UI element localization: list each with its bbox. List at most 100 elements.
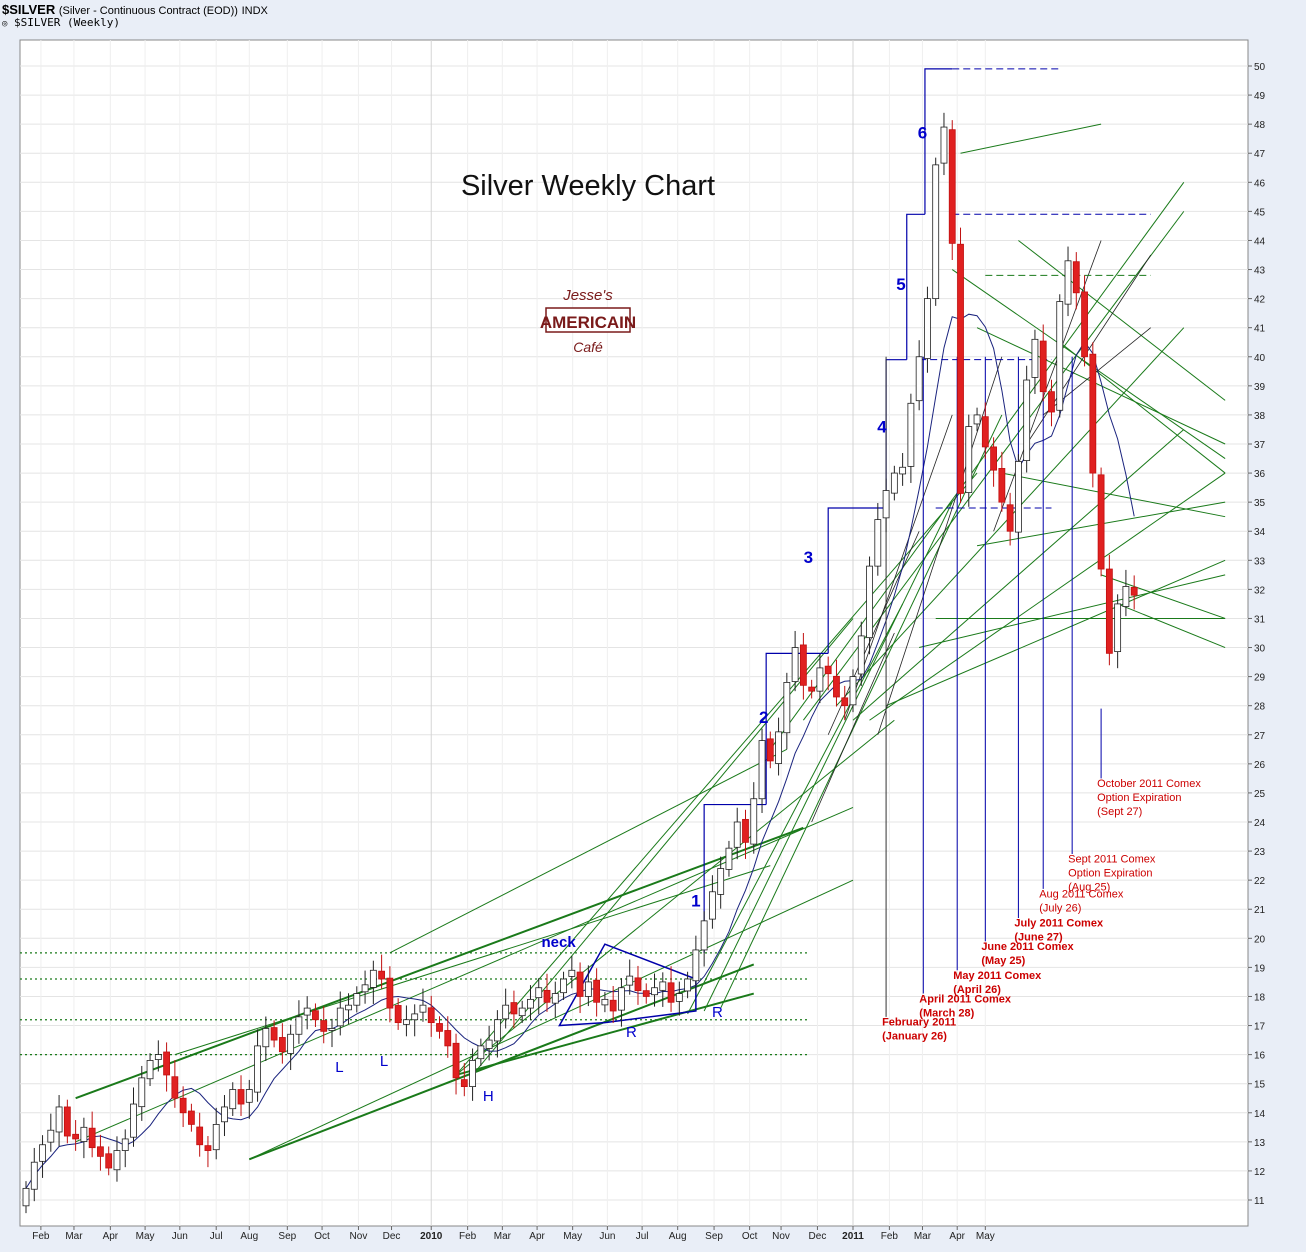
- y-tick-label: 31: [1254, 614, 1266, 625]
- y-tick-label: 45: [1254, 207, 1266, 218]
- candle-body: [775, 731, 782, 764]
- candle-body: [47, 1129, 55, 1143]
- x-tick-label: Apr: [103, 1231, 119, 1242]
- x-tick-label: Aug: [669, 1231, 687, 1242]
- y-tick-label: 23: [1254, 847, 1266, 858]
- pattern-label: L: [335, 1059, 343, 1076]
- candle-body: [750, 798, 758, 845]
- plot-area: [19, 39, 1249, 1227]
- candle-body: [460, 1079, 468, 1088]
- candle-body: [419, 1004, 427, 1013]
- candle-body: [568, 969, 576, 977]
- y-tick-label: 46: [1254, 178, 1266, 189]
- candle-body: [924, 298, 931, 359]
- y-axis: 11 12 13 14 15 16 17 18 19 20 21 22 23 24 25 26 27 28 29 30…: [1248, 62, 1266, 1207]
- expiration-label: May 2011 Comex: [953, 970, 1042, 982]
- candle-body: [278, 1037, 286, 1053]
- candle-body: [1114, 603, 1122, 653]
- candle-body: [1105, 568, 1113, 654]
- y-tick-label: 50: [1254, 62, 1266, 73]
- candle-body: [816, 667, 824, 692]
- chart-header: $SILVER (Silver - Continuous Contract (E…: [2, 2, 268, 17]
- candle-body: [502, 1004, 510, 1020]
- trend-line: [960, 123, 1102, 154]
- fan-line: [1026, 254, 1152, 445]
- fan-line: [811, 632, 895, 823]
- y-tick-label: 49: [1254, 91, 1266, 102]
- candle-body: [535, 987, 543, 999]
- y-tick-label: 32: [1254, 585, 1266, 596]
- candle-body: [22, 1187, 30, 1207]
- candle-body: [378, 970, 386, 980]
- wave-label: 6: [918, 124, 927, 143]
- expiration-label: June 2011 Comex: [981, 941, 1074, 953]
- candle-body: [543, 989, 551, 1003]
- candle-body: [833, 675, 840, 698]
- x-tick-label: Oct: [742, 1231, 758, 1242]
- candle-body: [138, 1077, 146, 1108]
- candle-body: [940, 126, 948, 164]
- candle-body: [584, 981, 592, 997]
- candle-body: [369, 969, 377, 988]
- pattern-label: L: [380, 1053, 388, 1070]
- expiration-label: Option Expiration: [1068, 868, 1152, 880]
- candle-body: [700, 920, 708, 951]
- expiration-label: Aug 2011 Comex: [1039, 889, 1124, 901]
- trend-line: [75, 807, 854, 1143]
- candle-body: [634, 977, 642, 992]
- candle-body: [262, 1028, 270, 1048]
- candle-body: [270, 1027, 278, 1041]
- candle-body: [1130, 586, 1138, 596]
- candle-body: [957, 243, 964, 494]
- candle-body: [601, 998, 609, 1006]
- y-tick-label: 18: [1254, 992, 1266, 1003]
- trend-line: [951, 269, 1226, 459]
- candle-body: [320, 1020, 328, 1032]
- wave-step-lines: [703, 68, 1151, 953]
- candle-body: [733, 821, 741, 848]
- expiration-label: (July 26): [1039, 903, 1081, 915]
- x-tick-label: 2010: [420, 1231, 443, 1242]
- candle-body: [39, 1144, 46, 1162]
- candle-body: [485, 1039, 493, 1049]
- y-tick-label: 25: [1254, 789, 1266, 800]
- expiration-label: July 2011 Comex: [1014, 918, 1104, 930]
- x-tick-label: Feb: [459, 1231, 477, 1242]
- candle-body: [799, 644, 807, 686]
- x-tick-label: Mar: [914, 1231, 932, 1242]
- candle-body: [295, 1016, 303, 1035]
- candle-body: [204, 1145, 212, 1151]
- candle-body: [303, 1007, 311, 1016]
- fan-line: [877, 356, 1003, 735]
- candle-body: [1089, 353, 1097, 474]
- wave-label: 3: [804, 548, 813, 567]
- candle-body: [328, 1028, 336, 1031]
- candle-body: [709, 891, 716, 920]
- x-tick-label: Apr: [949, 1231, 965, 1242]
- candle-body: [361, 984, 369, 993]
- wave-step: [703, 803, 767, 953]
- x-tick-label: Sep: [278, 1231, 296, 1242]
- y-tick-label: 30: [1254, 644, 1266, 655]
- candle-body: [857, 635, 865, 675]
- candle-body: [171, 1076, 179, 1099]
- candle-body: [510, 1002, 518, 1015]
- candle-body: [717, 868, 725, 895]
- series-label: $SILVER (Weekly): [14, 16, 121, 29]
- trend-line: [455, 472, 978, 1076]
- trend-line: [1018, 240, 1226, 401]
- y-tick-label: 41: [1254, 324, 1266, 335]
- candle-body: [353, 993, 361, 1006]
- trend-line: [976, 327, 1226, 445]
- candle-body: [824, 665, 832, 675]
- candle-body: [1056, 301, 1064, 411]
- y-tick-label: 44: [1254, 236, 1266, 247]
- y-tick-label: 11: [1254, 1196, 1265, 1207]
- expiration-label: April 2011 Comex: [919, 993, 1012, 1005]
- candle-body: [551, 993, 559, 1004]
- trend-line: [1059, 341, 1226, 474]
- candle-body: [783, 682, 791, 734]
- candle-body: [88, 1127, 96, 1149]
- trend-line: [75, 826, 804, 1100]
